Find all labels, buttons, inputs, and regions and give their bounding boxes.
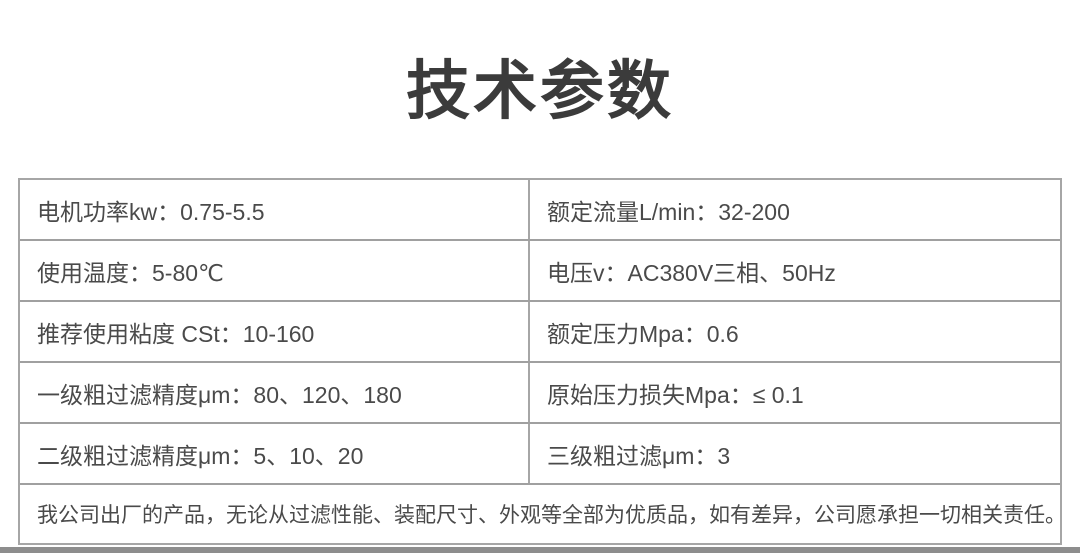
spec-cell-pressure-loss: 原始压力损失Mpa：≤ 0.1	[547, 381, 804, 408]
spec-cell-viscosity: 推荐使用粘度 CSt：10-160	[20, 302, 530, 361]
bottom-divider-bar	[0, 547, 1080, 553]
table-row: 一级粗过滤精度μm：80、120、180 原始压力损失Mpa：≤ 0.1	[20, 363, 1060, 424]
table-row: 使用温度：5-80℃ 电压v：AC380V三相、50Hz	[20, 241, 1060, 302]
spec-table: 电机功率kw：0.75-5.5 额定流量L/min：32-200 使用温度：5-…	[18, 178, 1062, 545]
spec-cell-stage1-filter: 一级粗过滤精度μm：80、120、180	[20, 363, 530, 422]
page-title: 技术参数	[406, 55, 674, 127]
table-row: 推荐使用粘度 CSt：10-160 额定压力Mpa：0.6	[20, 302, 1060, 363]
spec-cell-voltage: 电压v：AC380V三相、50Hz	[547, 259, 836, 286]
table-row: 二级粗过滤精度μm：5、10、20 三级粗过滤μm：3	[20, 424, 1060, 485]
quality-note: 我公司出厂的产品，无论从过滤性能、装配尺寸、外观等全部为优质品，如有差异，公司愿…	[37, 504, 1060, 527]
spec-cell-stage3-filter: 三级粗过滤μm：3	[547, 442, 731, 469]
spec-cell-stage2-filter: 二级粗过滤精度μm：5、10、20	[20, 424, 530, 483]
spec-cell-motor-power: 电机功率kw：0.75-5.5	[20, 180, 530, 239]
table-row: 电机功率kw：0.75-5.5 额定流量L/min：32-200	[20, 180, 1060, 241]
spec-cell-temperature: 使用温度：5-80℃	[20, 241, 530, 300]
spec-cell-rated-flow: 额定流量L/min：32-200	[547, 198, 790, 225]
spec-cell-rated-pressure: 额定压力Mpa：0.6	[547, 320, 739, 347]
